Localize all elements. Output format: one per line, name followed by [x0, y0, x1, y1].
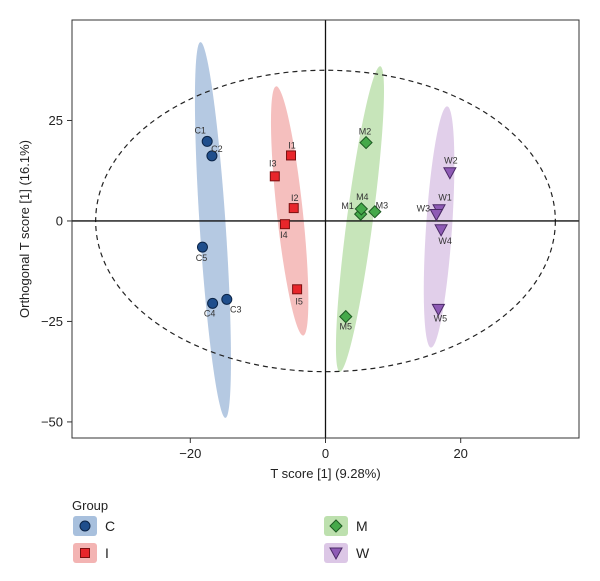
legend-marker-m [329, 519, 343, 533]
legend: Group CI MW [72, 498, 370, 563]
point-m5 [339, 309, 353, 324]
point-c2 [206, 150, 218, 162]
x-tick-label: −20 [179, 446, 201, 461]
point-m2 [359, 135, 373, 150]
point-i2 [288, 203, 299, 214]
legend-label-c: C [105, 518, 115, 534]
point-label-w3: W3 [417, 204, 431, 214]
point-w3 [429, 209, 444, 222]
point-label-i1: I1 [288, 140, 296, 150]
legend-marker-c [79, 520, 91, 532]
point-label-m4: M4 [356, 192, 369, 202]
point-w2 [443, 167, 457, 180]
point-c5 [196, 241, 208, 253]
point-label-w4: W4 [438, 236, 452, 246]
y-tick-label: −50 [41, 414, 63, 429]
point-label-i2: I2 [291, 193, 299, 203]
point-label-w5: W5 [434, 313, 448, 323]
point-label-m1: M1 [341, 201, 354, 211]
point-w4 [434, 224, 448, 237]
point-label-i5: I5 [295, 296, 303, 306]
point-label-c2: C2 [211, 144, 223, 154]
x-axis-title: T score [1] (9.28%) [270, 466, 380, 481]
point-c1 [201, 135, 213, 147]
legend-label-m: M [356, 518, 368, 534]
x-tick-label: 20 [453, 446, 467, 461]
legend-label-i: I [105, 545, 109, 561]
point-label-c3: C3 [230, 304, 242, 314]
y-tick-label: 25 [49, 113, 63, 128]
y-tick-label: 0 [56, 213, 63, 228]
point-i4 [279, 219, 290, 230]
point-c4 [207, 297, 219, 309]
point-i3 [269, 171, 280, 182]
point-label-c4: C4 [204, 308, 216, 318]
point-i5 [292, 284, 303, 295]
point-label-c1: C1 [194, 125, 206, 135]
plot-area: C1 C2 C3 C4 C5 I1 I2 I3 I4 I5 M1 M2 M3 M4 M5 W1 W2 W3 W4 W5 [72, 20, 579, 438]
point-i1 [286, 150, 297, 161]
legend-label-w: W [356, 545, 370, 561]
legend-marker-i [80, 548, 90, 558]
point-label-w1: W1 [438, 193, 452, 203]
x-tick-label: 0 [322, 446, 329, 461]
point-m4 [354, 202, 369, 216]
point-label-i4: I4 [280, 230, 288, 240]
point-w5 [431, 303, 446, 317]
y-axis-title: Orthogonal T score [1] (16.1%) [17, 140, 32, 318]
point-m3 [368, 205, 382, 219]
point-c3 [221, 293, 233, 305]
legend-title: Group [72, 498, 108, 513]
point-label-m5: M5 [340, 322, 353, 332]
y-tick-label: −25 [41, 314, 63, 329]
point-label-m3: M3 [376, 201, 389, 211]
point-label-i3: I3 [269, 158, 277, 168]
legend-marker-w [329, 547, 343, 561]
point-label-m2: M2 [359, 127, 372, 137]
point-label-w2: W2 [444, 156, 458, 166]
axes: −20 0 20 −50 −25 0 25 T score [1] (9.28%) Orthog… [17, 19, 580, 481]
point-label-c5: C5 [196, 253, 208, 263]
group-ellipse-c [194, 42, 231, 418]
